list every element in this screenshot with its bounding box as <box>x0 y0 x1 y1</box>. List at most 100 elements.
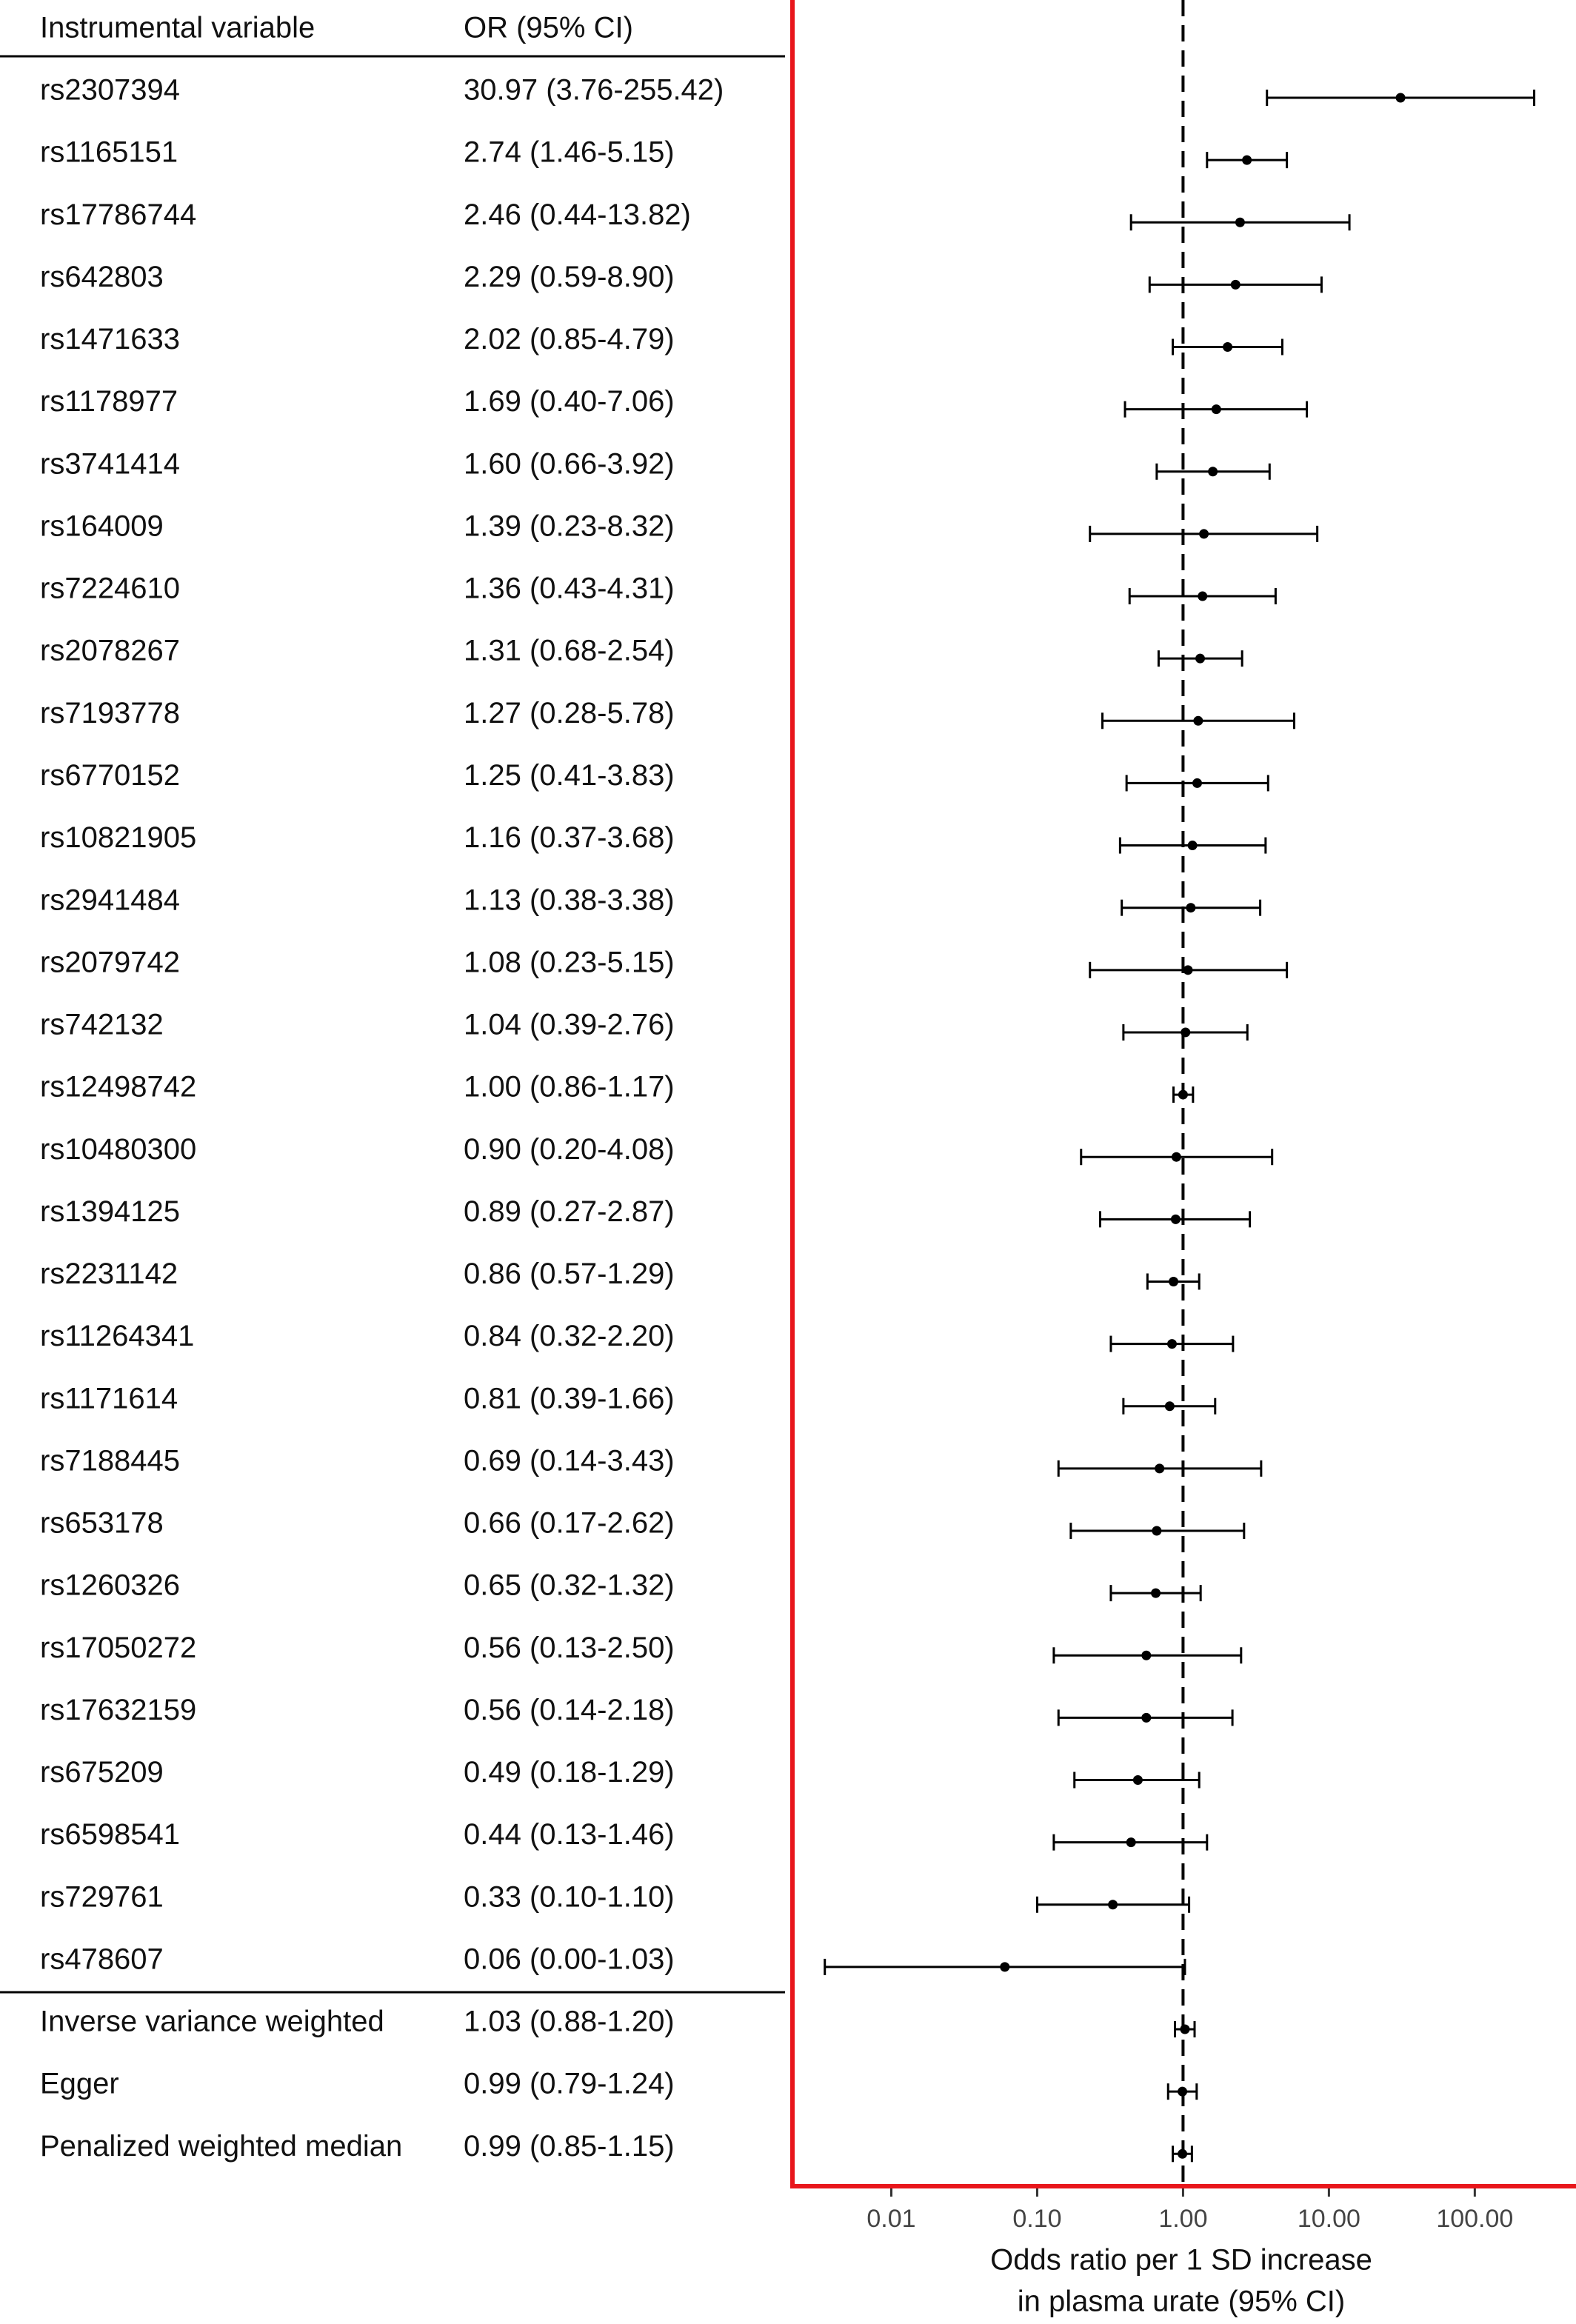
point-estimate <box>1186 903 1196 913</box>
row-label: rs1260326 <box>40 1569 180 1602</box>
row-label: rs1171614 <box>40 1382 178 1415</box>
point-estimate <box>1178 1089 1188 1100</box>
point-estimate <box>1199 529 1209 539</box>
row-label: rs7224610 <box>40 572 180 605</box>
row-label: rs642803 <box>40 261 164 293</box>
or-label: 1.03 (0.88-1.20) <box>464 2006 675 2038</box>
or-label: 0.65 (0.32-1.32) <box>464 1569 675 1602</box>
point-estimate <box>1178 2086 1188 2097</box>
row-label: rs653178 <box>40 1507 164 1540</box>
or-label: 1.36 (0.43-4.31) <box>464 572 675 605</box>
row-label: rs17050272 <box>40 1632 196 1664</box>
row-label: rs2078267 <box>40 635 180 667</box>
or-label: 0.99 (0.85-1.15) <box>464 2130 675 2163</box>
point-estimate <box>1211 404 1221 415</box>
point-estimate <box>1181 1027 1191 1038</box>
point-estimate <box>1141 1650 1152 1660</box>
or-label: 0.81 (0.39-1.66) <box>464 1382 675 1415</box>
point-estimate <box>1167 1339 1178 1349</box>
row-label: rs1471633 <box>40 323 180 355</box>
or-label: 0.06 (0.00-1.03) <box>464 1943 675 1975</box>
column-header: Instrumental variable <box>40 12 315 44</box>
x-tick-label: 0.10 <box>1012 2205 1061 2233</box>
or-label: 0.66 (0.17-2.62) <box>464 1507 675 1540</box>
point-estimate <box>1242 155 1252 165</box>
point-estimate <box>1193 715 1203 726</box>
point-estimate <box>1169 1276 1179 1286</box>
row-label: rs2079742 <box>40 946 180 978</box>
row-label: rs7193778 <box>40 697 180 729</box>
or-label: 1.60 (0.66-3.92) <box>464 447 675 480</box>
x-axis-title: Odds ratio per 1 SD increase <box>990 2244 1372 2277</box>
point-estimate <box>1180 2024 1190 2034</box>
row-label: Inverse variance weighted <box>40 2006 384 2038</box>
row-label: rs11264341 <box>40 1320 194 1352</box>
or-label: 1.13 (0.38-3.38) <box>464 884 675 916</box>
row-label: rs3741414 <box>40 447 180 480</box>
point-estimate <box>1171 1152 1181 1162</box>
row-label: Egger <box>40 2068 119 2100</box>
x-tick-label: 10.00 <box>1298 2205 1360 2233</box>
or-label: 0.90 (0.20-4.08) <box>464 1133 675 1166</box>
point-estimate <box>1187 841 1198 851</box>
or-label: 2.29 (0.59-8.90) <box>464 261 675 293</box>
or-label: 0.56 (0.14-2.18) <box>464 1694 675 1726</box>
row-label: rs729761 <box>40 1880 164 1913</box>
point-estimate <box>1155 1463 1165 1474</box>
point-estimate <box>1230 279 1241 290</box>
row-label: rs6598541 <box>40 1818 180 1851</box>
or-label: 2.02 (0.85-4.79) <box>464 323 675 355</box>
or-label: 0.56 (0.13-2.50) <box>464 1632 675 1664</box>
row-label: rs2231142 <box>40 1258 178 1290</box>
or-label: 0.86 (0.57-1.29) <box>464 1258 675 1290</box>
x-tick-label: 1.00 <box>1158 2205 1207 2233</box>
row-label: rs12498742 <box>40 1071 196 1103</box>
or-label: 0.99 (0.79-1.24) <box>464 2068 675 2100</box>
or-label: 1.69 (0.40-7.06) <box>464 385 675 418</box>
row-label: rs2307394 <box>40 74 180 107</box>
or-label: 0.89 (0.27-2.87) <box>464 1195 675 1228</box>
row-label: rs10480300 <box>40 1133 196 1166</box>
point-estimate <box>1198 591 1208 601</box>
row-label: rs742132 <box>40 1009 164 1041</box>
row-label: Penalized weighted median <box>40 2130 402 2163</box>
or-label: 1.16 (0.37-3.68) <box>464 821 675 854</box>
or-label: 0.49 (0.18-1.29) <box>464 1756 675 1789</box>
or-label: 1.39 (0.23-8.32) <box>464 510 675 542</box>
or-label: 1.27 (0.28-5.78) <box>464 697 675 729</box>
row-label: rs478607 <box>40 1943 164 1975</box>
row-label: rs164009 <box>40 510 164 542</box>
or-label: 30.97 (3.76-255.42) <box>464 74 724 107</box>
or-label: 0.33 (0.10-1.10) <box>464 1880 675 1913</box>
or-label: 2.46 (0.44-13.82) <box>464 198 691 231</box>
row-label: rs7188445 <box>40 1444 180 1477</box>
point-estimate <box>1170 1214 1181 1224</box>
x-tick-label: 100.00 <box>1436 2205 1513 2233</box>
point-estimate <box>1223 342 1233 353</box>
row-label: rs2941484 <box>40 884 180 916</box>
point-estimate <box>1208 467 1218 477</box>
point-estimate <box>1178 2148 1188 2159</box>
row-label: rs1178977 <box>40 385 178 418</box>
point-estimate <box>1235 217 1245 227</box>
row-label: rs675209 <box>40 1756 164 1789</box>
or-label: 1.00 (0.86-1.17) <box>464 1071 675 1103</box>
point-estimate <box>1141 1712 1152 1723</box>
column-header: OR (95% CI) <box>464 12 633 44</box>
x-axis-title: in plasma urate (95% CI) <box>1018 2285 1345 2318</box>
point-estimate <box>1164 1401 1175 1412</box>
row-label: rs17632159 <box>40 1694 196 1726</box>
or-label: 1.31 (0.68-2.54) <box>464 635 675 667</box>
row-label: rs6770152 <box>40 759 180 792</box>
point-estimate <box>1192 778 1203 788</box>
or-label: 1.08 (0.23-5.15) <box>464 946 675 978</box>
or-label: 0.44 (0.13-1.46) <box>464 1818 675 1851</box>
or-label: 1.25 (0.41-3.83) <box>464 759 675 792</box>
or-label: 0.84 (0.32-2.20) <box>464 1320 675 1352</box>
or-label: 0.69 (0.14-3.43) <box>464 1444 675 1477</box>
point-estimate <box>1152 1526 1162 1536</box>
row-label: rs1394125 <box>40 1195 180 1228</box>
x-tick-label: 0.01 <box>867 2205 915 2233</box>
